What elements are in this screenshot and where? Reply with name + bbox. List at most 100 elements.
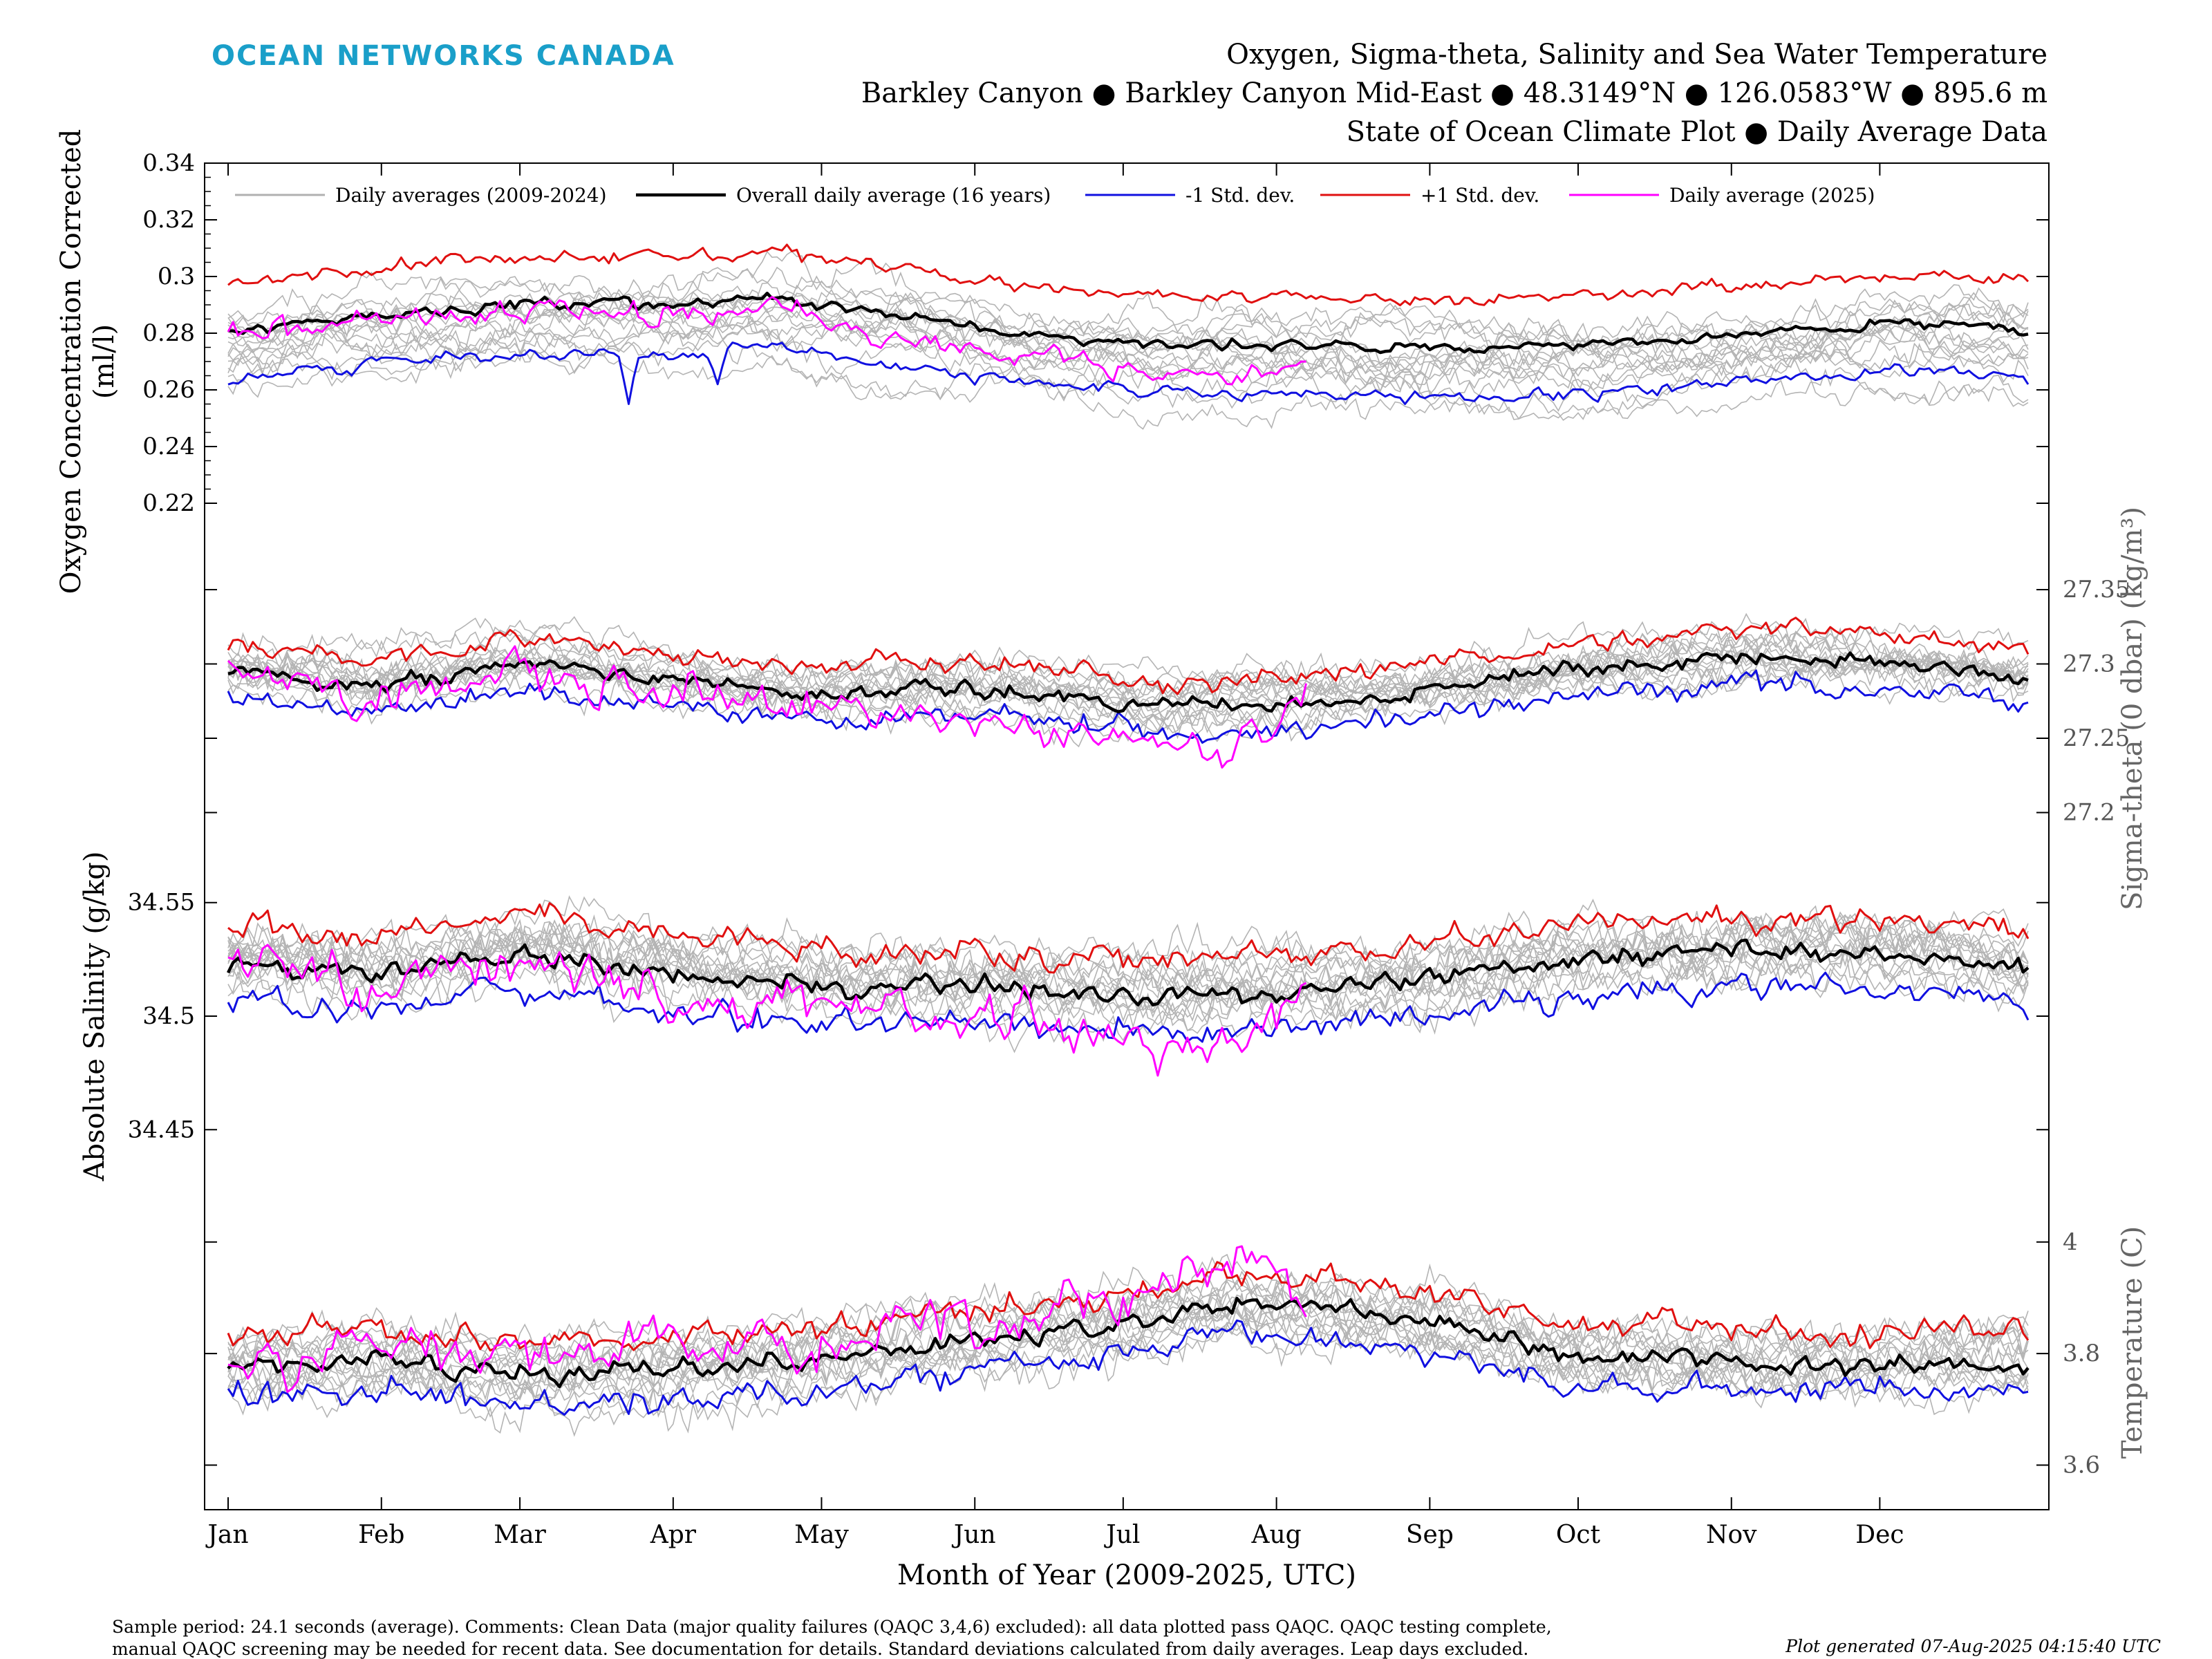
legend: Daily averages (2009-2024) Overall daily … — [235, 184, 1875, 207]
panel-oxygen: 0.22 0.24 0.26 0.28 0.3 0.32 0.34 Oxygen Concen… — [55, 129, 2049, 594]
chart-subtitle-location: Barkley Canyon ● Barkley Canyon Mid-East… — [861, 77, 2047, 109]
sigma-theta-ytick-label: 27.25 — [2063, 724, 2130, 752]
x-axis: Jan Feb Mar Apr May Jun Jul Aug Sep Oct Nov Dec — [205, 163, 1904, 1549]
temperature-series — [227, 1245, 2030, 1437]
oxygen-yearly-trace — [227, 292, 2029, 393]
month-label: Mar — [494, 1521, 546, 1549]
legend-label: -1 Std. dev. — [1185, 184, 1295, 207]
month-label: Aug — [1250, 1521, 1301, 1549]
oxygen-yearly-trace — [227, 325, 2029, 412]
month-label: May — [794, 1521, 849, 1549]
temperature-current-year-line — [227, 1245, 1307, 1394]
sigma-theta-mean-line — [227, 651, 2029, 713]
oxygen-ytick-label: 0.22 — [142, 489, 195, 517]
panel-absolute-salinity: 34.45 34.5 34.55 Absolute Salinity (g/kg) — [79, 851, 2049, 1182]
temperature-yearly-trace — [227, 1306, 2029, 1408]
chart-subtitle-type: State of Ocean Climate Plot ● Daily Aver… — [1347, 116, 2047, 148]
absolute-salinity-series — [226, 895, 2030, 1077]
sigma-theta-plus-std-line — [227, 617, 2030, 695]
oxygen-yearly-trace — [227, 308, 2029, 409]
absolute-salinity-mean-line — [226, 938, 2030, 1007]
absolute-salinity-yearly-trace — [227, 929, 2029, 1014]
absolute-salinity-ytick-label: 34.55 — [128, 889, 195, 917]
oxygen-ytick-label: 0.26 — [142, 376, 195, 404]
absolute-salinity-current-year-line — [227, 944, 1307, 1077]
legend-label: Overall daily average (16 years) — [736, 184, 1051, 207]
sigma-theta-ytick-label: 27.35 — [2063, 576, 2130, 603]
oxygen-yearly-trace — [227, 250, 2029, 391]
plot-frame — [204, 162, 2050, 1510]
panels: 0.22 0.24 0.26 0.28 0.3 0.32 0.34 Oxygen Concen… — [55, 129, 2148, 1479]
footer-generated: Plot generated 07-Aug-2025 04:15:40 UTC — [1785, 1636, 2161, 1656]
temperature-plus-std-line — [227, 1261, 2030, 1352]
absolute-salinity-ytick-label: 34.45 — [128, 1116, 195, 1143]
oxygen-yearly-trace — [227, 348, 2029, 430]
absolute-salinity-yearly-trace — [227, 912, 2029, 992]
month-label: Dec — [1855, 1521, 1904, 1549]
temperature-yearly-trace — [227, 1293, 2029, 1409]
temperature-ytick-label: 3.6 — [2063, 1451, 2100, 1479]
brand-logo: OCEAN NETWORKS CANADA — [212, 40, 675, 72]
temperature-mean-line — [227, 1297, 2030, 1389]
oxygen-yearly-trace — [227, 266, 2029, 368]
sigma-theta-ytick-label: 27.3 — [2063, 650, 2115, 678]
legend-label: +1 Std. dev. — [1421, 184, 1539, 207]
oxygen-yearly-trace — [227, 303, 2029, 404]
month-label: Feb — [358, 1521, 404, 1549]
footer-sample-line-2: manual QAQC screening may be needed for … — [112, 1639, 1528, 1659]
month-label: Jul — [1103, 1521, 1140, 1549]
absolute-salinity-yearly-trace — [227, 926, 2029, 1028]
temperature-ylabel: Temperature (C) — [2117, 1226, 2148, 1459]
oxygen-ytick-label: 0.28 — [142, 319, 195, 347]
sigma-theta-yearly-trace — [227, 628, 2029, 706]
oxygen-yearly-trace — [227, 272, 2029, 363]
absolute-salinity-minus-std-line — [227, 971, 2030, 1043]
footer-sample-line-1: Sample period: 24.1 seconds (average). C… — [112, 1617, 1552, 1637]
sigma-theta-ylabel: Sigma-theta (0 dbar) (kg/m³) — [2117, 507, 2148, 910]
temperature-yearly-trace — [227, 1287, 2029, 1386]
oxygen-ytick-label: 0.34 — [142, 149, 195, 177]
oxygen-yearly-trace — [227, 313, 2029, 405]
sigma-theta-yearly-trace — [227, 612, 2029, 684]
oxygen-yearly-trace — [227, 288, 2029, 356]
temperature-ytick-label: 4 — [2063, 1228, 2078, 1256]
oxygen-ytick-label: 0.3 — [158, 263, 195, 290]
oxygen-mean-line — [227, 291, 2029, 355]
absolute-salinity-plus-std-line — [227, 902, 2030, 974]
absolute-salinity-yearly-trace — [227, 955, 2029, 1053]
temperature-yearly-trace — [227, 1302, 2029, 1404]
panel-temperature: 3.6 3.8 4 Temperature (C) — [205, 1226, 2148, 1479]
sigma-theta-series — [227, 612, 2030, 769]
sigma-theta-current-year-line — [227, 645, 1307, 769]
month-label: Jan — [205, 1521, 248, 1549]
month-label: Oct — [1556, 1521, 1601, 1549]
absolute-salinity-yearly-trace — [227, 919, 2029, 1029]
month-label: Sep — [1406, 1521, 1454, 1549]
oxygen-plus-std-line — [227, 243, 2030, 307]
temperature-ytick-label: 3.8 — [2063, 1340, 2100, 1367]
legend-label: Daily average (2025) — [1669, 184, 1875, 207]
absolute-salinity-yearly-trace — [228, 898, 2029, 1015]
oxygen-ytick-label: 0.24 — [142, 433, 195, 460]
month-label: Nov — [1706, 1521, 1757, 1549]
x-axis-label: Month of Year (2009-2025, UTC) — [897, 1559, 1356, 1591]
month-label: Jun — [951, 1521, 996, 1549]
absolute-salinity-ytick-label: 34.5 — [142, 1002, 195, 1030]
absolute-salinity-ylabel: Absolute Salinity (g/kg) — [79, 851, 111, 1181]
legend-label: Daily averages (2009-2024) — [335, 184, 607, 207]
oxygen-ytick-label: 0.32 — [142, 206, 195, 234]
oxygen-ylabel: Oxygen Concentration Corrected(ml/l) — [55, 129, 120, 594]
sigma-theta-minus-std-line — [227, 669, 2029, 744]
oxygen-minus-std-line — [227, 341, 2030, 405]
temperature-minus-std-line — [227, 1319, 2029, 1416]
month-label: Apr — [650, 1521, 697, 1549]
oxygen-series — [227, 243, 2030, 430]
sigma-theta-yearly-trace — [227, 653, 2029, 729]
temperature-yearly-trace — [227, 1313, 2029, 1437]
sigma-theta-yearly-trace — [227, 640, 2029, 713]
chart-title: Oxygen, Sigma-theta, Salinity and Sea Wa… — [1226, 39, 2047, 71]
sigma-theta-ytick-label: 27.2 — [2063, 799, 2115, 827]
temperature-yearly-trace — [227, 1263, 2029, 1384]
